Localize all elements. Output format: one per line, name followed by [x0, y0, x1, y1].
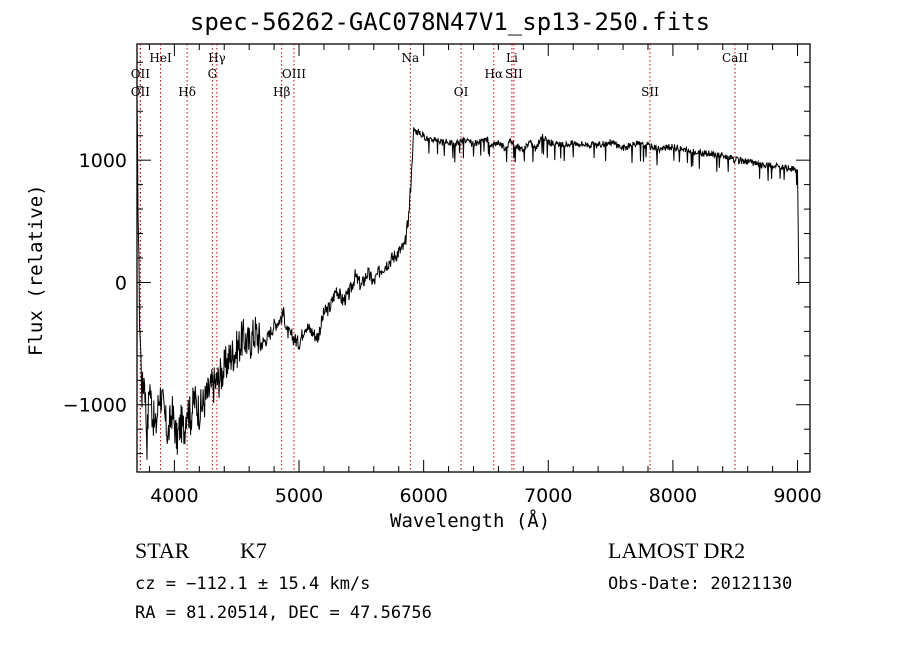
- line-marker-label: G: [208, 67, 218, 81]
- star-subclass-label: K7: [240, 538, 267, 563]
- y-tick-label: −1000: [63, 395, 127, 417]
- x-tick-label: 8000: [649, 485, 697, 507]
- y-axis-label: Flux (relative): [25, 184, 47, 356]
- x-tick-label: 6000: [399, 485, 447, 507]
- x-tick-label: 4000: [150, 485, 198, 507]
- star-class-label: STAR: [135, 538, 190, 563]
- line-marker-label: OII: [131, 67, 151, 81]
- x-tick-label: 7000: [524, 485, 572, 507]
- y-tick-label: 0: [115, 272, 127, 294]
- chart-title: spec-56262-GAC078N47V1_sp13-250.fits: [189, 8, 711, 36]
- line-marker-label: SII: [505, 67, 523, 81]
- line-marker-label: Hδ: [178, 85, 196, 99]
- line-marker-label: OI: [454, 85, 469, 99]
- flux-series-line: [136, 102, 800, 460]
- line-marker-label: SII: [641, 85, 659, 99]
- line-marker-label: Hα: [485, 67, 504, 81]
- plot-frame: [136, 43, 811, 473]
- coordinates-text: RA = 81.20514, DEC = 47.56756: [135, 603, 432, 623]
- line-marker-label: Na: [401, 51, 419, 65]
- x-axis-label: Wavelength (Å): [390, 510, 551, 532]
- line-marker-label: OIII: [282, 67, 306, 81]
- line-marker-label: CaII: [722, 51, 748, 65]
- line-marker-label: OII: [131, 85, 151, 99]
- redshift-text: cz = −112.1 ± 15.4 km/s: [135, 574, 371, 594]
- line-marker-label: HeI: [149, 51, 172, 65]
- x-tick-label: 9000: [773, 485, 821, 507]
- y-tick-label: 1000: [79, 150, 127, 172]
- axis-ticks: 4000 5000 6000 7000 8000 9000 −1000 0 1000: [63, 44, 822, 507]
- survey-label: LAMOST DR2: [608, 538, 746, 563]
- line-marker-label: Li: [506, 51, 518, 65]
- obs-date-text: Obs-Date: 20121130: [608, 574, 793, 594]
- x-tick-label: 5000: [275, 485, 323, 507]
- line-marker-label: Hγ: [208, 51, 226, 65]
- line-marker-label: Hβ: [273, 85, 290, 99]
